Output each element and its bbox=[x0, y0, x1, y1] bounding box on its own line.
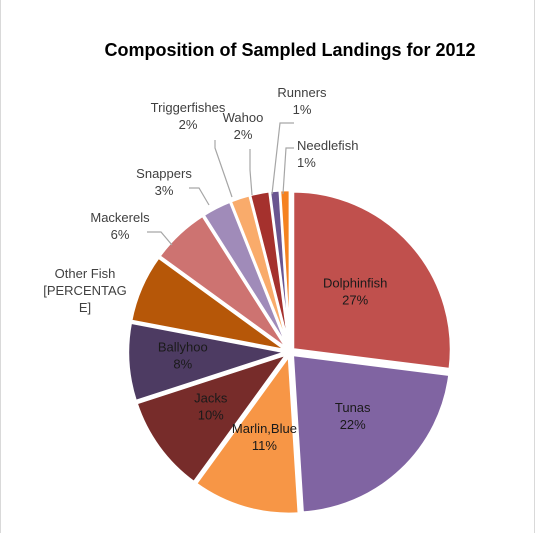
pie-slice-jacks bbox=[134, 351, 291, 484]
slice-label-other-fish: Other Fish [PERCENTAG E] bbox=[43, 266, 127, 315]
slice-label-triggerfishes: Triggerfishes 2% bbox=[151, 100, 226, 132]
pie-slice-needlefish bbox=[278, 188, 292, 349]
slice-label-wahoo: Wahoo 2% bbox=[223, 110, 264, 142]
leader-line-wahoo bbox=[249, 149, 253, 196]
slice-label-dolphinfish: Dolphinfish 27% bbox=[323, 276, 387, 308]
slice-label-runners: Runners 1% bbox=[277, 85, 327, 117]
pie-slice-dolphinfish bbox=[291, 190, 453, 371]
slice-label-tunas: Tunas 22% bbox=[335, 400, 371, 432]
pie-slice-marlin-blue bbox=[194, 352, 301, 516]
slice-labels: Dolphinfish 27% Tunas 22% Marlin,Blue 11%Jack… bbox=[43, 85, 387, 453]
slice-label-ballyhoo: Ballyhoo 8% bbox=[158, 340, 208, 372]
slice-label-jacks: Jacks 10% bbox=[194, 391, 228, 423]
pie-slice-ballyhoo bbox=[126, 321, 287, 403]
leader-line-runners bbox=[271, 122, 294, 195]
slice-label-snappers: Snappers 3% bbox=[136, 166, 192, 198]
pie-slice-tunas bbox=[291, 353, 451, 514]
leader-line-mackerels bbox=[147, 231, 173, 246]
slice-label-marlin-blue: Marlin,Blue 11% bbox=[232, 421, 297, 453]
leader-line-needlefish bbox=[282, 147, 294, 195]
leader-line-triggerfishes bbox=[214, 140, 233, 198]
slice-label-mackerels: Mackerels 6% bbox=[90, 210, 150, 242]
pie-slice-other-fish bbox=[129, 255, 288, 352]
pie-slices bbox=[126, 188, 453, 516]
leader-lines bbox=[147, 122, 294, 246]
chart-title: Composition of Sampled Landings for 2012 bbox=[104, 40, 475, 60]
slice-label-needlefish: Needlefish 1% bbox=[297, 138, 358, 170]
leader-line-snappers bbox=[189, 187, 210, 206]
